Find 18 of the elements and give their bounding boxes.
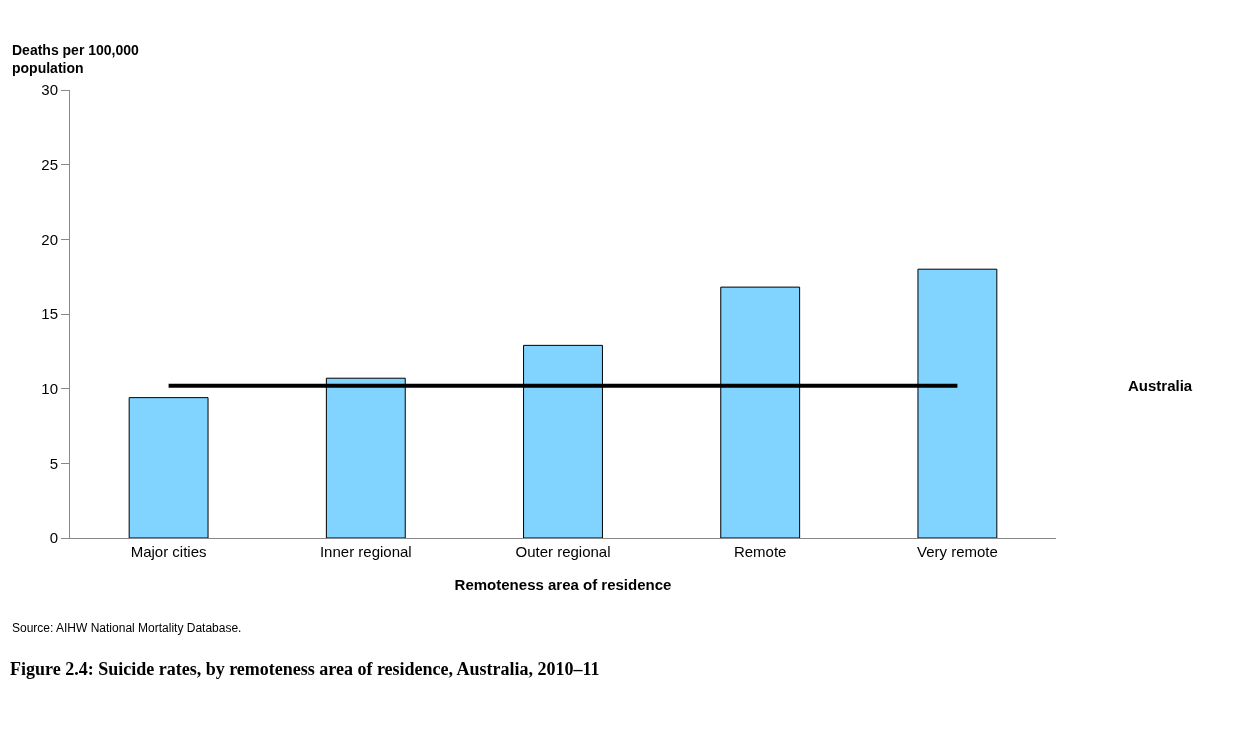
y-tick-label: 15 (41, 305, 58, 323)
x-tick-label: Very remote (916, 543, 998, 560)
y-tick-label: 10 (41, 379, 58, 397)
y-tick-label: 30 (41, 81, 58, 99)
y-tick-label: 5 (49, 454, 58, 472)
x-tick-label: Remote (733, 543, 787, 560)
y-tick-label: 20 (41, 230, 58, 248)
x-tick-label: Outer regional (515, 543, 611, 560)
y-tick-label: 0 (49, 529, 58, 547)
ref-line-label: Australia (1128, 377, 1193, 394)
x-tick-label: Major cities (130, 543, 207, 560)
source-note: Source: AIHW National Mortality Database. (12, 621, 242, 635)
x-tick-label: Inner regional (319, 543, 412, 560)
text: Figure 2.4: Suicide rates, by remoteness area of residence, Australia, 2010–11 (10, 659, 600, 679)
bar (128, 397, 209, 538)
x-axis-title: Remoteness area of residence (454, 576, 672, 593)
y-tick-label: 25 (41, 155, 58, 173)
y-axis-title: Deaths per 100,000 population (12, 42, 140, 77)
